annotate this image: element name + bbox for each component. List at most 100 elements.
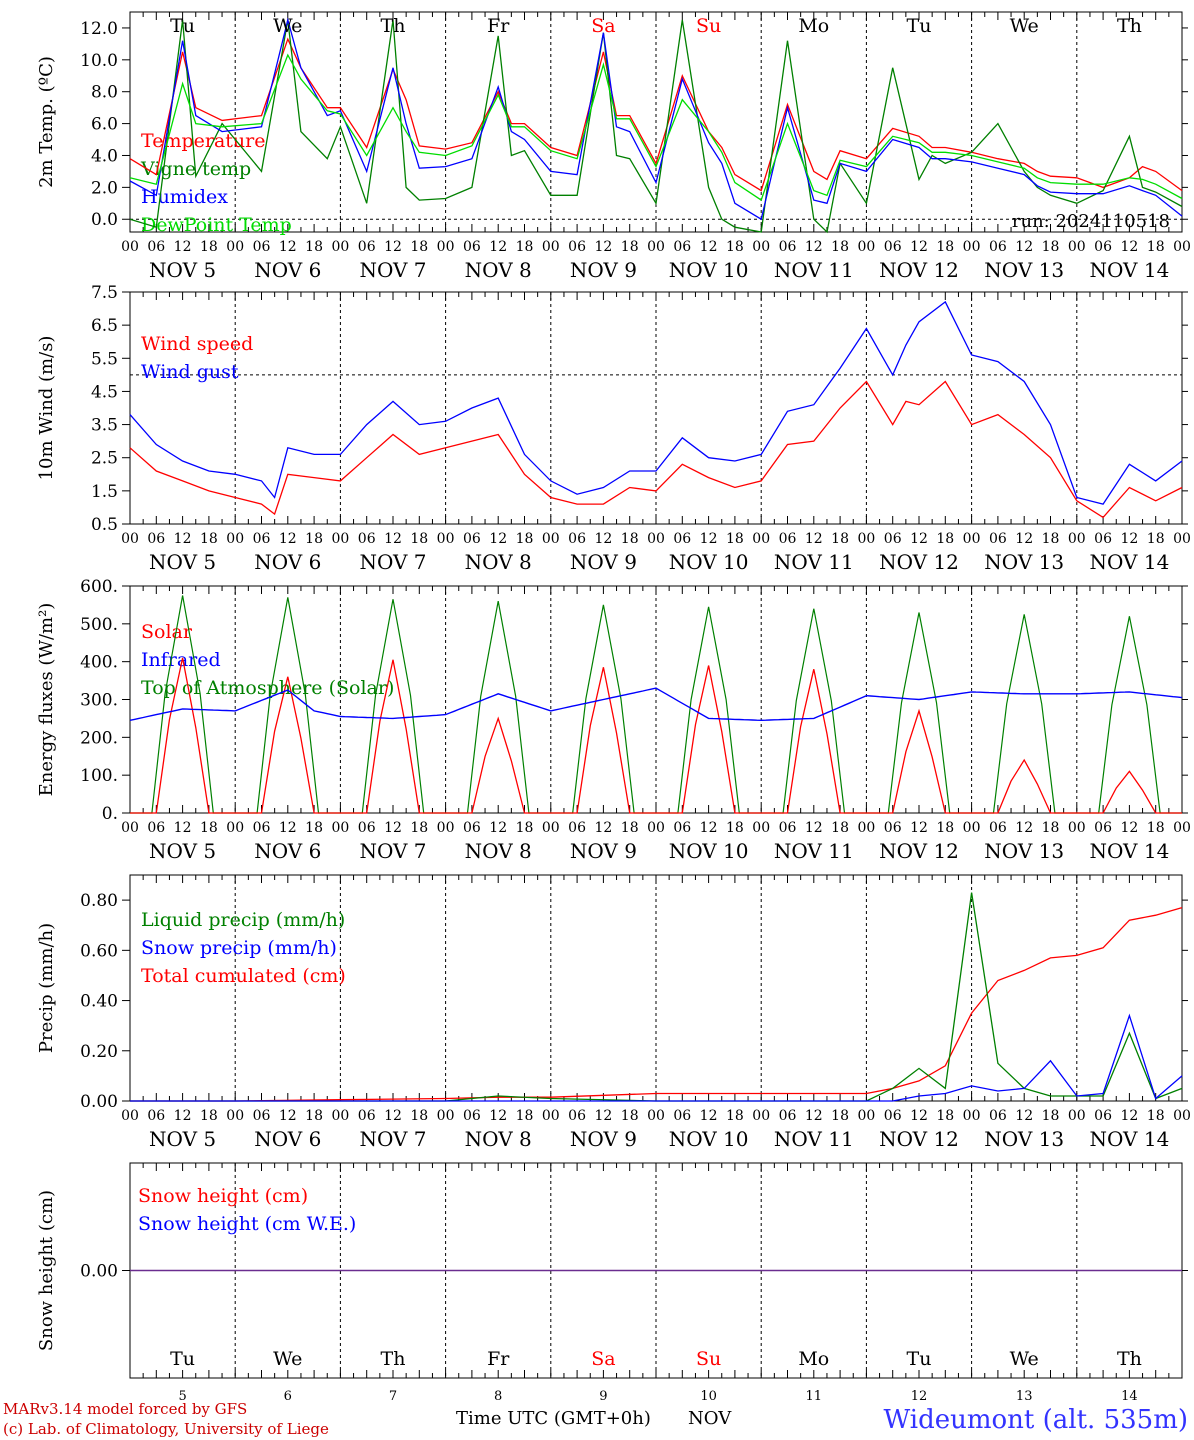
x-day-number: 11 xyxy=(806,1389,823,1404)
x-day-label: NOV 6 xyxy=(254,839,321,863)
series-line xyxy=(129,17,1183,221)
x-tick-label: 18 xyxy=(936,1108,954,1124)
x-tick-label: 06 xyxy=(147,239,165,255)
x-day-label: NOV 12 xyxy=(879,1127,959,1151)
y-tick-label: 300. xyxy=(80,691,118,711)
x-tick-label: 18 xyxy=(516,531,534,547)
x-tick-label: 12 xyxy=(594,1108,612,1124)
x-tick-label: 00 xyxy=(1068,531,1086,547)
x-day-label: NOV 9 xyxy=(570,258,637,282)
legend-entry: DewPoint Temp xyxy=(141,214,292,236)
x-tick-label: 18 xyxy=(200,531,218,547)
y-tick-label: 0.20 xyxy=(80,1042,118,1062)
x-tick-label: 12 xyxy=(700,531,718,547)
x-tick-label: 00 xyxy=(542,820,560,836)
weekday-label: Tu xyxy=(907,1348,932,1370)
x-tick-label: 18 xyxy=(621,239,639,255)
y-tick-label: 0.00 xyxy=(80,1262,118,1282)
x-tick-label: 00 xyxy=(752,239,770,255)
x-tick-label: 18 xyxy=(726,239,744,255)
x-day-label: NOV 5 xyxy=(149,1127,216,1151)
x-tick-label: 00 xyxy=(963,531,981,547)
legend-entry: Liquid precip (mm/h) xyxy=(141,909,345,931)
y-axis-label: Snow height (cm) xyxy=(36,1190,57,1351)
weekday-label: Tu xyxy=(170,15,195,37)
x-tick-label: 12 xyxy=(700,239,718,255)
x-tick-label: 00 xyxy=(437,820,455,836)
x-day-label: NOV 5 xyxy=(149,550,216,574)
y-tick-label: 6.5 xyxy=(91,316,118,336)
x-tick-label: 18 xyxy=(305,531,323,547)
run-label: run: 2024110518 xyxy=(1012,211,1170,232)
series-line xyxy=(129,380,1183,519)
x-day-label: NOV 13 xyxy=(984,550,1064,574)
legend-entry: Wind gust xyxy=(141,361,239,383)
legend-entry: Wind speed xyxy=(141,333,253,355)
x-tick-label: 06 xyxy=(463,531,481,547)
y-tick-label: 0.00 xyxy=(80,1092,118,1112)
x-day-label: NOV 11 xyxy=(774,1127,854,1151)
x-tick-label: 06 xyxy=(253,239,271,255)
x-day-label: NOV 9 xyxy=(570,550,637,574)
series-line xyxy=(130,906,1183,1102)
panel-4: 0.80 0.60 0.40 0.20 0.00 Precip (mm/h) 00 06 12 1… xyxy=(36,874,1191,1151)
x-tick-label: 00 xyxy=(121,1108,139,1124)
y-tick-label: 0. xyxy=(102,804,118,824)
x-tick-label: 12 xyxy=(279,239,297,255)
x-tick-label: 18 xyxy=(1042,239,1060,255)
x-day-label: NOV 10 xyxy=(669,258,749,282)
x-tick-label: 18 xyxy=(1147,239,1165,255)
x-tick-label: 00 xyxy=(331,239,349,255)
x-day-label: NOV 11 xyxy=(774,550,854,574)
x-tick-label: 12 xyxy=(279,1108,297,1124)
y-tick-label: 0.80 xyxy=(80,891,118,911)
x-tick-label: 12 xyxy=(174,1108,192,1124)
x-tick-label: 06 xyxy=(673,1108,691,1124)
x-day-label: NOV 6 xyxy=(254,1127,321,1151)
x-tick-label: 18 xyxy=(936,531,954,547)
x-day-label: NOV 11 xyxy=(774,258,854,282)
legend-entry: Solar xyxy=(141,621,193,643)
x-tick-label: 00 xyxy=(647,531,665,547)
x-tick-label: 12 xyxy=(805,820,823,836)
x-tick-label: 06 xyxy=(568,239,586,255)
panel-3: 600. 500. 400. 300. 200. 100. 0. Energy fluxes … xyxy=(36,577,1191,863)
x-tick-label: 18 xyxy=(726,820,744,836)
weekday-label: Sa xyxy=(591,15,615,37)
x-tick-label: 06 xyxy=(884,820,902,836)
weekday-label: We xyxy=(1010,15,1039,37)
legend-entry: Top of Atmosphere (Solar) xyxy=(141,677,394,699)
x-tick-label: 06 xyxy=(147,1108,165,1124)
x-tick-label: 06 xyxy=(1094,531,1112,547)
x-tick-label: 00 xyxy=(647,239,665,255)
legend-entry: Snow height (cm) xyxy=(138,1185,308,1207)
x-tick-label: 18 xyxy=(410,820,428,836)
x-tick-label: 12 xyxy=(279,820,297,836)
x-day-label: NOV 9 xyxy=(570,1127,637,1151)
x-day-label: NOV 12 xyxy=(879,839,959,863)
y-tick-label: 4.5 xyxy=(91,382,118,402)
x-tick-label: 06 xyxy=(147,820,165,836)
x-tick-label: 00 xyxy=(752,820,770,836)
x-tick-label: 18 xyxy=(305,820,323,836)
x-tick-label: 06 xyxy=(358,239,376,255)
x-day-number: 5 xyxy=(178,1389,186,1404)
x-tick-label: 00 xyxy=(1068,820,1086,836)
x-tick-label: 18 xyxy=(936,820,954,836)
x-day-label: NOV 12 xyxy=(879,258,959,282)
x-day-number: 6 xyxy=(284,1389,292,1404)
x-tick-label: 06 xyxy=(673,820,691,836)
x-tick-label: 12 xyxy=(1120,820,1138,836)
x-tick-label: 12 xyxy=(1015,1108,1033,1124)
x-tick-label: 12 xyxy=(910,239,928,255)
x-tick-label: 06 xyxy=(568,820,586,836)
y-axis-label: 2m Temp. (ºC) xyxy=(36,56,57,188)
legend-entry: Total cumulated (cm) xyxy=(141,965,346,987)
x-day-label: NOV 14 xyxy=(1090,839,1170,863)
x-tick-label: 00 xyxy=(331,531,349,547)
x-tick-label: 12 xyxy=(594,531,612,547)
x-day-label: NOV 6 xyxy=(254,258,321,282)
x-day-label: NOV 10 xyxy=(669,839,749,863)
x-tick-label: 12 xyxy=(1120,239,1138,255)
x-day-label: NOV 8 xyxy=(465,839,532,863)
